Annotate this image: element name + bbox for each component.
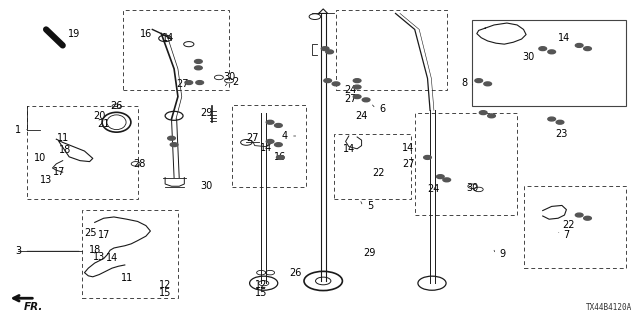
Circle shape: [275, 124, 282, 127]
Text: 11: 11: [56, 132, 69, 143]
Circle shape: [539, 47, 547, 51]
Circle shape: [475, 79, 483, 83]
Circle shape: [275, 143, 282, 147]
Text: 17: 17: [52, 167, 65, 177]
Text: 15: 15: [159, 288, 172, 298]
Circle shape: [195, 66, 202, 70]
Circle shape: [353, 79, 361, 83]
Circle shape: [584, 47, 591, 51]
Circle shape: [488, 114, 495, 118]
Text: 14: 14: [106, 252, 118, 263]
Text: 26: 26: [110, 101, 123, 111]
Text: 14: 14: [259, 143, 272, 153]
Circle shape: [443, 178, 451, 182]
Circle shape: [168, 136, 175, 140]
Text: 29: 29: [364, 248, 376, 259]
Text: 27: 27: [176, 79, 189, 89]
Text: 10: 10: [33, 153, 46, 164]
Text: 5: 5: [367, 201, 373, 212]
Text: 22: 22: [562, 220, 575, 230]
Bar: [123, 10, 229, 90]
Text: 17: 17: [97, 230, 110, 240]
Text: 7: 7: [563, 230, 570, 240]
Text: 24: 24: [344, 85, 357, 95]
Bar: [232, 105, 306, 187]
Circle shape: [556, 120, 564, 124]
Text: 27: 27: [402, 159, 415, 169]
Text: 13: 13: [93, 252, 106, 262]
Circle shape: [196, 81, 204, 84]
Bar: [415, 113, 517, 215]
Text: 25: 25: [84, 228, 97, 238]
Text: 28: 28: [133, 159, 146, 169]
Circle shape: [321, 47, 329, 51]
Text: 3: 3: [15, 246, 21, 256]
Text: 12: 12: [255, 280, 268, 291]
Text: 11: 11: [120, 273, 133, 284]
Text: 14: 14: [402, 143, 415, 153]
Text: 21: 21: [97, 119, 110, 129]
Circle shape: [266, 120, 274, 124]
Bar: [27, 106, 138, 199]
Circle shape: [353, 85, 361, 89]
Text: 16: 16: [140, 28, 152, 39]
Text: 14: 14: [161, 33, 174, 43]
Circle shape: [332, 82, 340, 86]
Text: 30: 30: [223, 72, 236, 83]
Text: 16: 16: [274, 152, 287, 163]
Circle shape: [362, 98, 370, 102]
Text: 30: 30: [466, 183, 479, 193]
Circle shape: [326, 50, 333, 54]
Text: 27: 27: [344, 93, 357, 104]
Text: 18: 18: [59, 145, 72, 156]
Text: 24: 24: [428, 184, 440, 195]
Circle shape: [424, 156, 431, 159]
Text: 14: 14: [558, 33, 571, 43]
Circle shape: [195, 60, 202, 63]
Text: 24: 24: [355, 111, 368, 121]
Text: 4: 4: [282, 131, 288, 141]
Text: 8: 8: [461, 78, 467, 88]
Text: 14: 14: [342, 144, 355, 154]
Circle shape: [436, 175, 444, 179]
Circle shape: [484, 82, 492, 86]
Circle shape: [575, 213, 583, 217]
Circle shape: [575, 44, 583, 47]
Circle shape: [170, 143, 178, 147]
Text: 2: 2: [232, 76, 239, 87]
Text: 6: 6: [380, 104, 386, 114]
Bar: [82, 210, 178, 298]
Text: 13: 13: [40, 175, 52, 185]
Bar: [524, 186, 626, 268]
Text: 9: 9: [499, 249, 506, 260]
Text: 30: 30: [522, 52, 534, 62]
Text: 15: 15: [255, 288, 268, 298]
Text: TX44B4120A: TX44B4120A: [586, 303, 632, 312]
Circle shape: [479, 111, 487, 115]
Text: 29: 29: [200, 108, 212, 118]
Text: 20: 20: [93, 111, 106, 121]
Circle shape: [584, 216, 591, 220]
Circle shape: [353, 95, 361, 99]
Circle shape: [548, 50, 556, 54]
Text: 22: 22: [372, 168, 385, 179]
Bar: [472, 20, 626, 106]
Circle shape: [548, 117, 556, 121]
Text: FR.: FR.: [24, 302, 43, 312]
Text: 18: 18: [88, 244, 101, 255]
Text: 27: 27: [246, 133, 259, 143]
Text: 19: 19: [67, 28, 80, 39]
Text: 30: 30: [200, 181, 212, 191]
Circle shape: [266, 140, 274, 143]
Circle shape: [324, 79, 332, 83]
Circle shape: [276, 156, 284, 159]
Text: 1: 1: [15, 124, 21, 135]
Bar: [336, 10, 447, 90]
Text: 26: 26: [289, 268, 302, 278]
Bar: [334, 134, 411, 199]
Text: 23: 23: [556, 129, 568, 139]
Circle shape: [185, 81, 193, 84]
Text: 12: 12: [159, 280, 172, 291]
